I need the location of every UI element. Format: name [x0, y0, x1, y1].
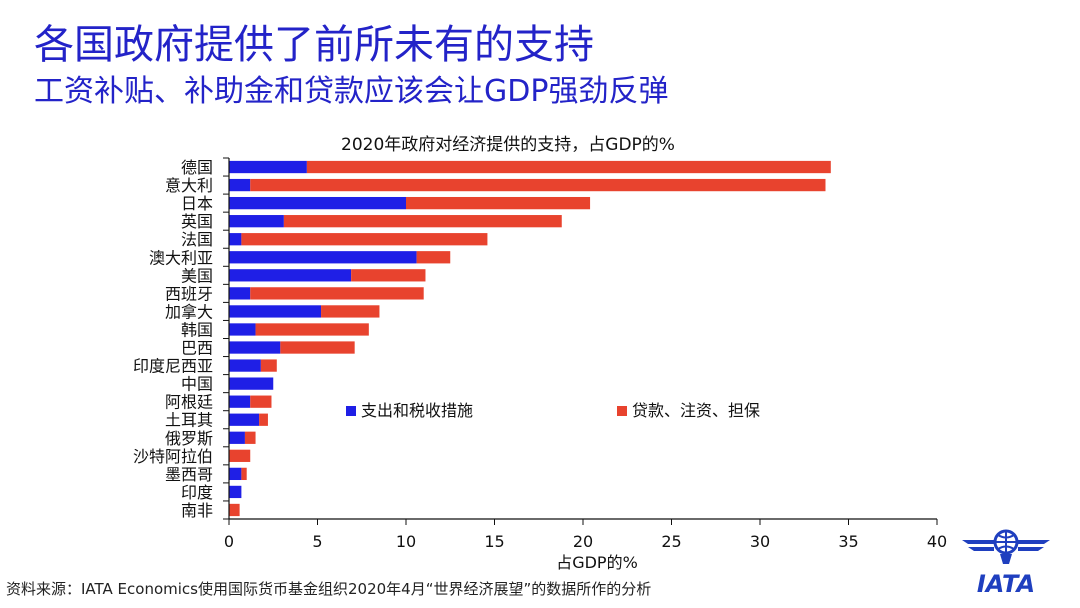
category-label: 印度尼西亚	[133, 357, 213, 376]
bar-segment-spending-tax-12	[229, 377, 274, 390]
bar-segment-spending-tax-18	[229, 485, 242, 499]
category-label: 韩国	[181, 320, 213, 339]
x-tick-label: 10	[396, 532, 416, 551]
bar-segment-loans-guarantees-0	[306, 160, 831, 174]
bar-segment-spending-tax-11	[229, 359, 261, 372]
bar-segment-loans-guarantees-17	[241, 467, 247, 481]
bar-segment-spending-tax-17	[229, 467, 242, 481]
bar-segment-spending-tax-7	[229, 287, 251, 300]
iata-logo: IATA	[962, 529, 1050, 598]
bar-segment-loans-guarantees-4	[241, 233, 488, 246]
bar-segment-loans-guarantees-2	[406, 196, 591, 210]
category-label: 俄罗斯	[165, 429, 213, 448]
bar-segment-spending-tax-8	[229, 305, 322, 318]
slide-title: 各国政府提供了前所未有的支持	[34, 22, 594, 68]
bar-segment-spending-tax-6	[229, 269, 352, 282]
slide-subtitle: 工资补贴、补助金和贷款应该会让GDP强劲反弹	[34, 74, 669, 109]
bar-segment-loans-guarantees-19	[229, 503, 240, 517]
x-tick-label: 30	[750, 532, 770, 551]
category-label: 日本	[181, 194, 213, 213]
x-tick-label: 20	[573, 532, 593, 551]
x-tick-label: 15	[484, 532, 504, 551]
x-tick-label: 5	[312, 532, 322, 551]
bar-segment-loans-guarantees-16	[229, 449, 251, 462]
source-note: 资料来源：IATA Economics使用国际货币基金组织2020年4月“世界经…	[6, 580, 652, 598]
bar-segment-loans-guarantees-8	[321, 305, 380, 318]
category-label: 阿根廷	[165, 393, 213, 412]
x-tick-label: 40	[927, 532, 947, 551]
bar-segment-loans-guarantees-6	[351, 269, 426, 282]
category-label: 德国	[181, 158, 213, 177]
bar-segment-spending-tax-4	[229, 233, 242, 246]
bar-segment-spending-tax-5	[229, 251, 417, 264]
bar-segment-spending-tax-1	[229, 178, 251, 192]
category-label: 澳大利亚	[149, 248, 213, 267]
bar-segment-spending-tax-10	[229, 341, 281, 354]
category-label: 法国	[181, 230, 213, 249]
category-label: 美国	[181, 266, 213, 285]
category-labels-group: 德国意大利日本英国法国澳大利亚美国西班牙加拿大韩国巴西印度尼西亚中国阿根廷土耳其…	[133, 158, 213, 520]
legend-group: 支出和税收措施 贷款、注资、担保	[346, 401, 760, 420]
bar-segment-loans-guarantees-9	[255, 323, 369, 336]
bar-segment-loans-guarantees-11	[260, 359, 277, 372]
legend-label: 贷款、注资、担保	[632, 401, 760, 420]
category-label: 土耳其	[165, 411, 213, 430]
legend-swatch	[617, 406, 627, 416]
bar-segment-spending-tax-2	[229, 196, 406, 210]
iata-logo-text: IATA	[977, 570, 1035, 598]
category-label: 巴西	[181, 339, 213, 358]
category-label: 西班牙	[165, 284, 213, 303]
bar-segment-loans-guarantees-3	[283, 215, 562, 228]
x-axis-title: 占GDP的%	[556, 553, 638, 572]
bar-segment-loans-guarantees-10	[280, 341, 355, 354]
bar-segment-spending-tax-3	[229, 215, 284, 228]
legend-label: 支出和税收措施	[361, 401, 473, 420]
bars-group	[229, 160, 831, 517]
chart-title: 2020年政府对经济提供的支持，占GDP的%	[341, 135, 675, 155]
category-label: 南非	[181, 501, 213, 520]
bar-segment-loans-guarantees-14	[259, 413, 268, 426]
bar-segment-loans-guarantees-15	[244, 431, 256, 444]
category-label: 沙特阿拉伯	[133, 447, 213, 466]
bar-segment-loans-guarantees-7	[250, 287, 424, 300]
x-tick-label: 0	[224, 532, 234, 551]
bar-segment-spending-tax-0	[229, 160, 307, 174]
x-tick-label: 35	[838, 532, 858, 551]
bar-segment-loans-guarantees-13	[250, 395, 272, 408]
category-label: 中国	[181, 375, 213, 394]
x-tick-label: 25	[661, 532, 681, 551]
bar-segment-loans-guarantees-1	[250, 178, 826, 192]
bar-segment-spending-tax-13	[229, 395, 251, 408]
bar-segment-spending-tax-14	[229, 413, 260, 426]
axes-group: 0 5 10 15 20 25 30 35 40	[223, 157, 947, 551]
iata-globe-wings-icon	[962, 529, 1050, 564]
bar-segment-spending-tax-15	[229, 431, 245, 444]
category-label: 印度	[181, 483, 213, 502]
bar-segment-loans-guarantees-5	[416, 251, 451, 264]
bar-segment-spending-tax-9	[229, 323, 256, 336]
category-label: 加拿大	[165, 302, 213, 321]
legend-swatch	[346, 406, 356, 416]
category-label: 墨西哥	[165, 465, 213, 484]
category-label: 英国	[181, 212, 213, 231]
category-label: 意大利	[165, 176, 213, 195]
